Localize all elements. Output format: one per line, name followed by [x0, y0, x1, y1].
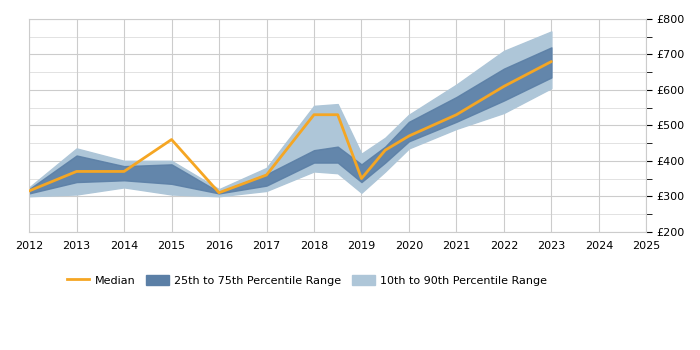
Legend: Median, 25th to 75th Percentile Range, 10th to 90th Percentile Range: Median, 25th to 75th Percentile Range, 1… — [62, 270, 552, 290]
